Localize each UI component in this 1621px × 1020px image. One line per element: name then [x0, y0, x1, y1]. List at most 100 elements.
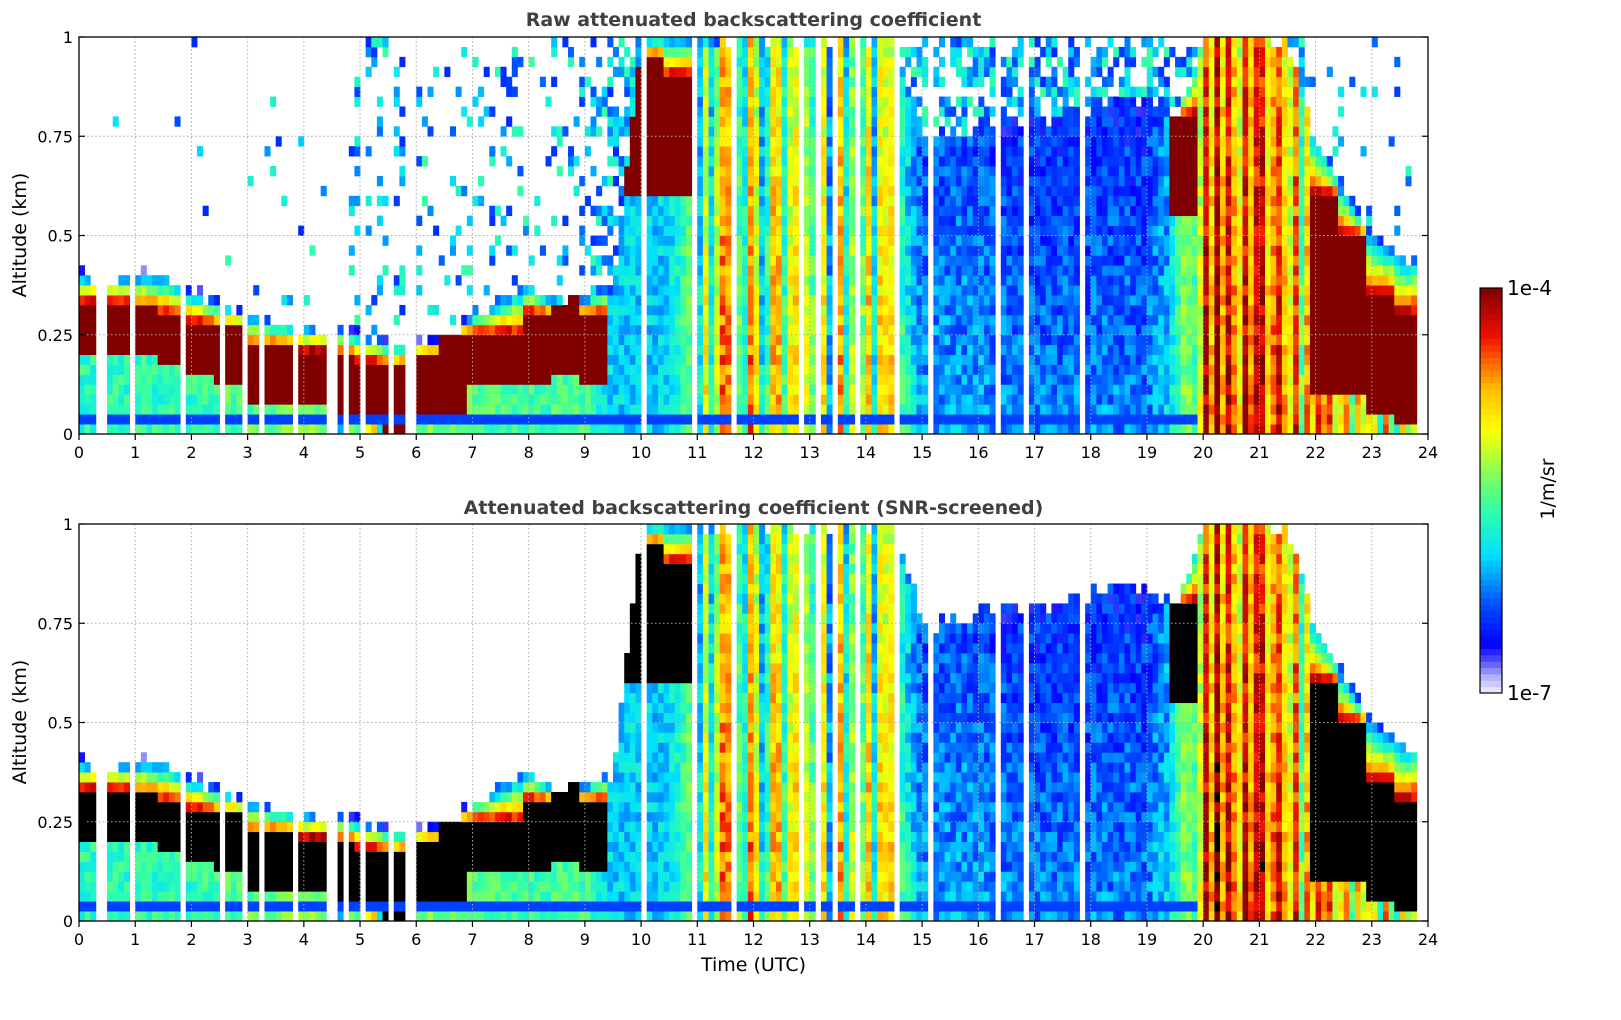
heatmap-cell — [1135, 285, 1142, 296]
heatmap-cell — [1146, 205, 1153, 217]
heatmap-cell — [1034, 106, 1041, 117]
heatmap-cell — [635, 126, 642, 137]
heatmap-cell — [736, 354, 743, 365]
heatmap-cell — [551, 364, 558, 375]
heatmap-cell — [702, 116, 709, 127]
heatmap-cell — [764, 374, 771, 385]
heatmap-cell — [1118, 404, 1125, 415]
heatmap-cell — [989, 235, 996, 246]
heatmap-cell — [983, 265, 990, 276]
heatmap-cell — [1090, 215, 1097, 226]
heatmap-cell — [871, 374, 878, 385]
heatmap-cell — [1197, 96, 1204, 107]
heatmap-cell — [938, 424, 946, 435]
heatmap-cell — [877, 265, 884, 276]
heatmap-cell — [1000, 205, 1007, 217]
heatmap-cell — [1101, 275, 1109, 286]
heatmap-cell — [511, 126, 518, 137]
heatmap-cell — [1141, 344, 1148, 356]
heatmap-cell — [1000, 295, 1007, 306]
heatmap-cell — [910, 265, 917, 276]
heatmap-cell — [1040, 424, 1047, 435]
heatmap-cell — [933, 225, 940, 236]
heatmap-cell — [253, 344, 260, 356]
heatmap-cell — [545, 314, 552, 326]
heatmap-cell — [950, 245, 957, 256]
heatmap-cell — [1017, 56, 1024, 68]
heatmap-cell — [1034, 344, 1041, 356]
heatmap-cell — [584, 245, 591, 256]
heatmap-cell — [562, 334, 569, 346]
heatmap-cell — [820, 384, 827, 395]
heatmap-cell — [781, 394, 788, 405]
heatmap-cell — [635, 394, 642, 405]
heatmap-cell — [916, 424, 923, 435]
heatmap-cell — [871, 314, 878, 326]
heatmap-cell — [944, 265, 951, 276]
heatmap-cell — [421, 384, 428, 395]
heatmap-cell — [764, 195, 771, 207]
heatmap-cell — [1028, 185, 1035, 197]
heatmap-cell — [770, 255, 777, 266]
heatmap-cell — [1040, 384, 1047, 395]
heatmap-cell — [1214, 265, 1221, 276]
heatmap-cell — [573, 354, 580, 365]
heatmap-cell — [955, 195, 962, 207]
heatmap-cell — [686, 334, 693, 346]
heatmap-cell — [348, 424, 355, 435]
heatmap-cell — [753, 344, 760, 356]
heatmap-cell — [612, 116, 619, 127]
heatmap-cell — [1006, 235, 1013, 246]
heatmap-cell — [562, 126, 569, 137]
heatmap-cell — [624, 205, 631, 217]
heatmap-cell — [646, 334, 653, 346]
heatmap-cell — [1006, 96, 1013, 107]
heatmap-cell — [1152, 185, 1159, 197]
heatmap-cell — [663, 424, 670, 435]
heatmap-cell — [1180, 126, 1187, 137]
heatmap-cell — [1197, 126, 1204, 137]
heatmap-cell — [916, 96, 923, 107]
heatmap-cell — [1006, 304, 1013, 316]
heatmap-cell — [669, 414, 676, 425]
heatmap-cell — [191, 384, 198, 395]
heatmap-cell — [1034, 394, 1041, 405]
heatmap-cell — [112, 314, 119, 326]
heatmap-cell — [225, 334, 232, 346]
heatmap-cell — [1163, 255, 1170, 266]
heatmap-cell — [1191, 66, 1198, 78]
heatmap-cell — [950, 195, 957, 207]
heatmap-cell — [1146, 324, 1153, 336]
heatmap-cell — [612, 344, 619, 356]
heatmap-cell — [1073, 146, 1080, 157]
heatmap-cell — [1017, 245, 1024, 256]
heatmap-cell — [1214, 66, 1221, 78]
heatmap-cell — [624, 76, 631, 88]
heatmap-cell — [719, 245, 726, 256]
heatmap-cell — [1203, 394, 1210, 405]
heatmap-cell — [1186, 66, 1193, 78]
heatmap-cell — [562, 374, 569, 385]
heatmap-cell — [933, 66, 940, 78]
heatmap-cell — [1135, 225, 1142, 236]
heatmap-cell — [528, 374, 535, 385]
heatmap-cell — [955, 37, 962, 48]
heatmap-cell — [1124, 255, 1131, 266]
heatmap-cell — [433, 344, 440, 356]
heatmap-cell — [933, 324, 940, 336]
heatmap-cell — [770, 56, 777, 68]
heatmap-cell — [753, 76, 760, 88]
heatmap-cell — [1096, 166, 1103, 177]
heatmap-cell — [348, 394, 355, 405]
heatmap-cell — [843, 404, 850, 415]
heatmap-cell — [90, 344, 97, 356]
heatmap-cell — [629, 76, 636, 88]
heatmap-cell — [1220, 126, 1227, 137]
heatmap-cell — [1191, 195, 1198, 207]
heatmap-cell — [1124, 245, 1131, 256]
heatmap-cell — [270, 344, 277, 356]
heatmap-cell — [590, 37, 597, 48]
heatmap-cell — [657, 245, 664, 256]
heatmap-cell — [433, 384, 440, 395]
heatmap-cell — [523, 304, 530, 316]
